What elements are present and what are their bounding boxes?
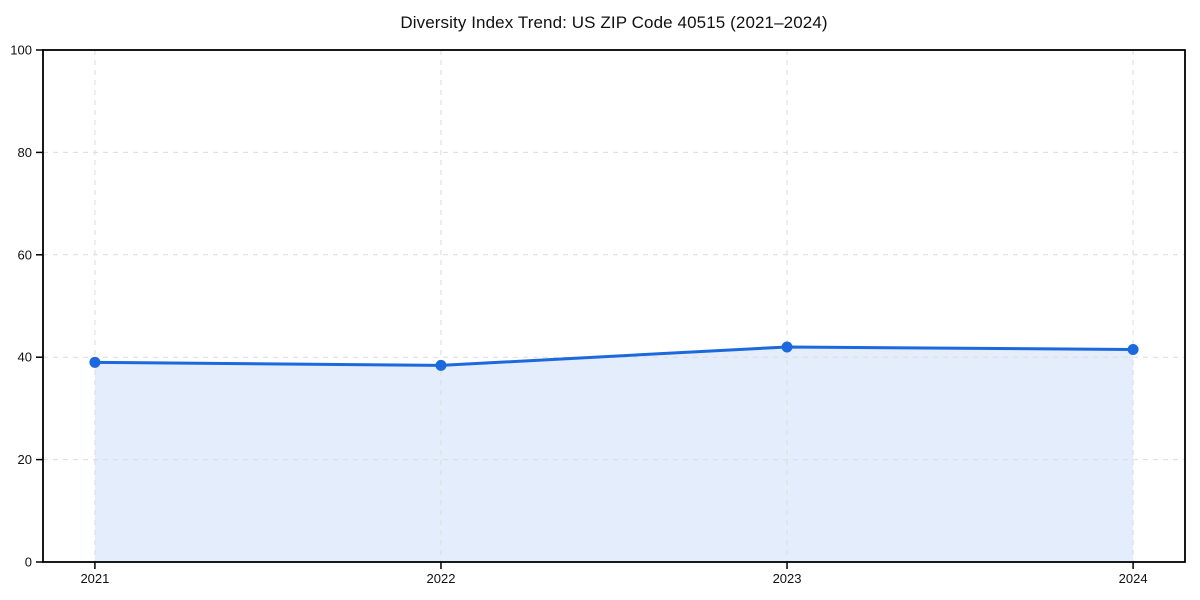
chart-title: Diversity Index Trend: US ZIP Code 40515… — [400, 13, 828, 32]
data-point-2022 — [435, 359, 447, 371]
x-tick-label-2022: 2022 — [427, 571, 456, 586]
area-fill — [94, 346, 1134, 562]
y-tick-label-60: 60 — [18, 247, 32, 262]
x-tick-label-2024: 2024 — [1119, 571, 1148, 586]
trend-line — [93, 345, 1135, 367]
y-tick-label-100: 100 — [10, 43, 32, 58]
data-point-2021 — [89, 356, 101, 368]
y-tick-label-20: 20 — [18, 452, 32, 467]
data-point-2023 — [781, 341, 793, 353]
axis-frame — [42, 49, 1186, 563]
data-point-2024 — [1127, 344, 1139, 356]
y-tick-label-0: 0 — [25, 555, 32, 570]
y-tick-label-40: 40 — [18, 350, 32, 365]
y-tick-label-80: 80 — [18, 145, 32, 160]
x-tick-label-2023: 2023 — [773, 571, 802, 586]
x-tick-label-2021: 2021 — [80, 571, 109, 586]
